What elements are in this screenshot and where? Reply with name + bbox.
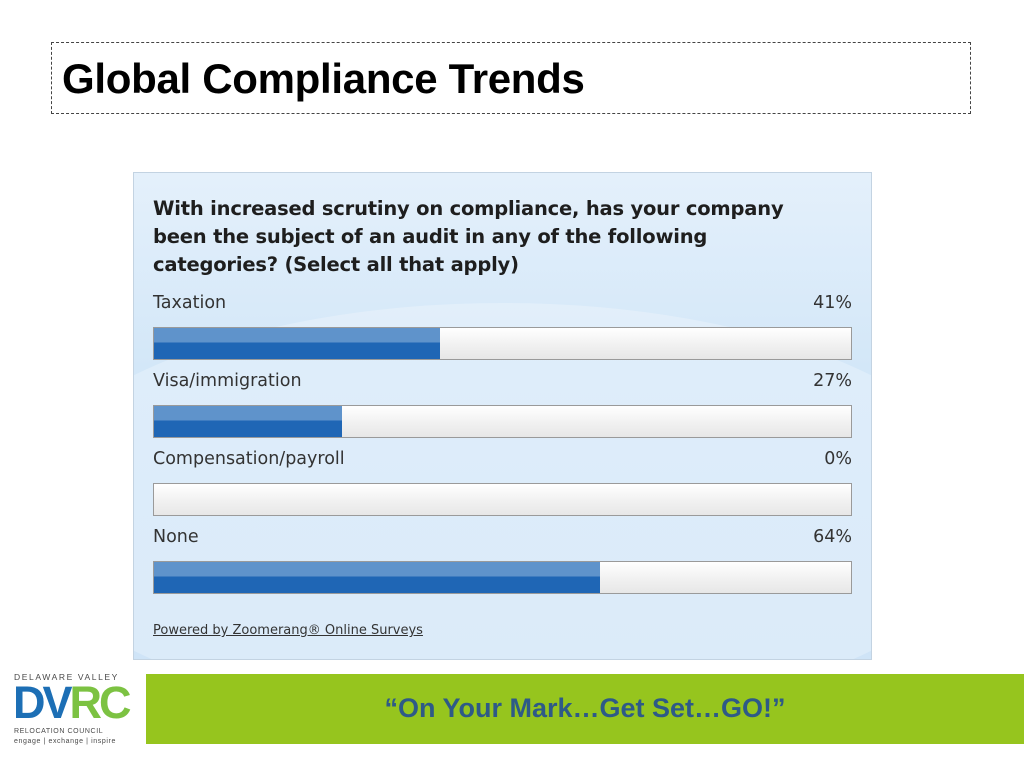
powered-by-link[interactable]: Powered by Zoomerang® Online Surveys: [153, 623, 423, 638]
footer-slogan: “On Your Mark…Get Set…GO!”: [384, 693, 786, 723]
bar-value-label: 0%: [824, 449, 852, 469]
survey-results-panel: With increased scrutiny on compliance, h…: [133, 172, 872, 660]
slide-title: Global Compliance Trends: [62, 55, 585, 102]
footer-band: “On Your Mark…Get Set…GO!”: [146, 674, 1024, 744]
bar-category-label: Compensation/payroll: [153, 449, 345, 469]
bar-track: [153, 405, 852, 438]
title-box: Global Compliance Trends: [51, 42, 971, 114]
logo-letters: DVRC: [13, 677, 132, 728]
survey-question: With increased scrutiny on compliance, h…: [153, 197, 784, 276]
bar: [154, 328, 440, 359]
bar-value-label: 64%: [813, 527, 852, 547]
bar-category-label: Visa/immigration: [153, 371, 302, 391]
bar-category-label: None: [153, 527, 199, 547]
bar-track: [153, 327, 852, 360]
dvrc-logo: DELAWARE VALLEY DVRC RELOCATION COUNCIL …: [13, 672, 140, 748]
bar-value-label: 41%: [813, 293, 852, 313]
logo-letters-green: RC: [69, 677, 132, 728]
bar-value-label: 27%: [813, 371, 852, 391]
logo-subtitle: RELOCATION COUNCIL: [14, 728, 104, 735]
bar-category-label: Taxation: [153, 293, 227, 313]
logo-tagline: engage | exchange | inspire: [14, 738, 116, 745]
logo-letters-blue: DV: [13, 677, 72, 728]
bar-track: [153, 483, 852, 516]
bar: [154, 406, 343, 437]
logo-top-text: DELAWARE VALLEY: [14, 672, 119, 682]
bar-track: [153, 561, 852, 594]
bar: [154, 562, 601, 593]
